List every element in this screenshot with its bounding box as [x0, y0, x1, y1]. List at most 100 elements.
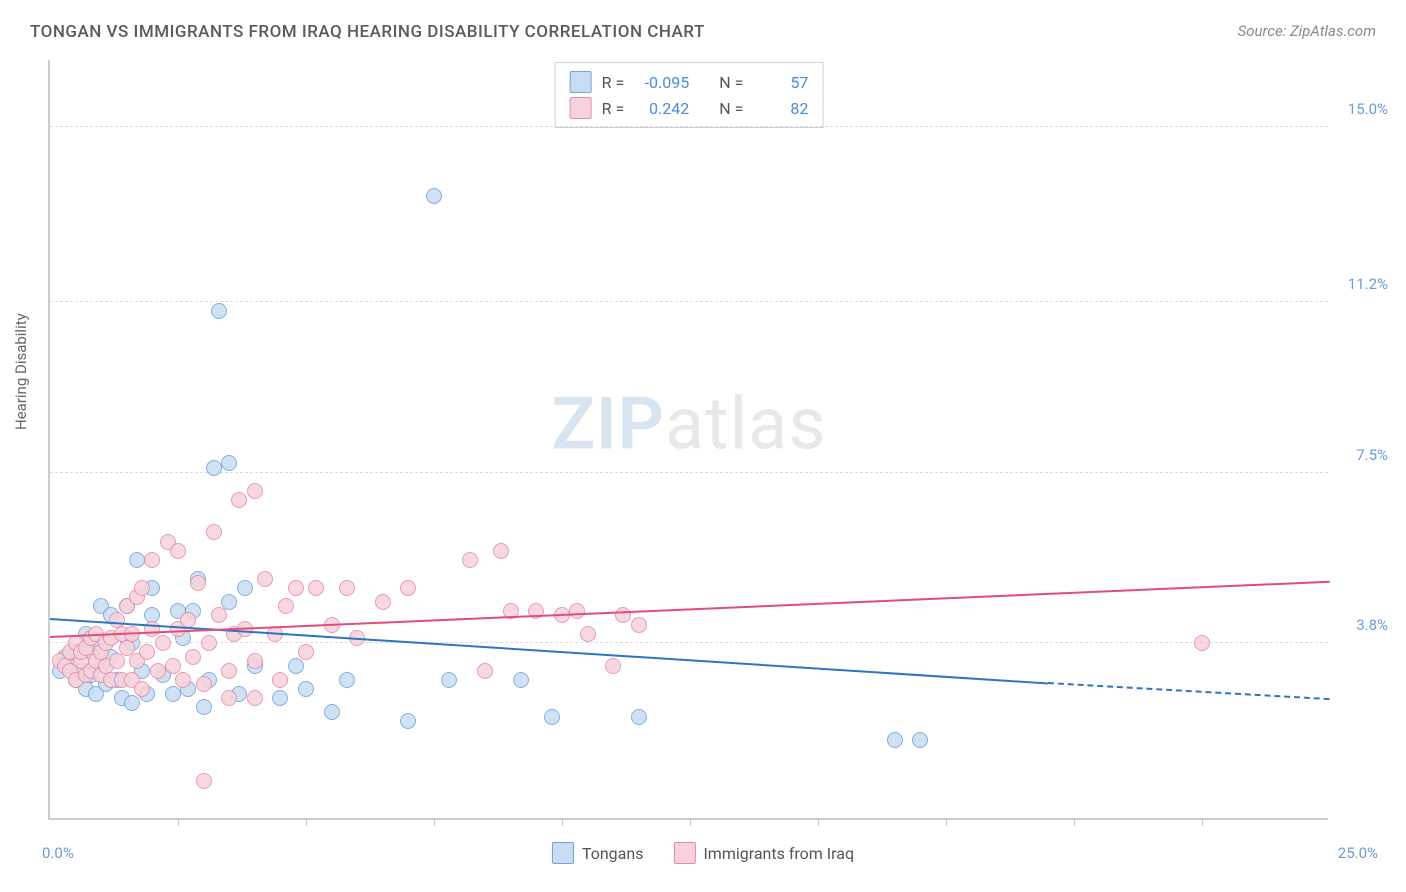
data-point — [196, 699, 212, 715]
x-tick — [306, 818, 307, 826]
data-point — [211, 303, 227, 319]
data-point — [912, 732, 928, 748]
data-point — [221, 594, 237, 610]
data-point — [247, 653, 263, 669]
r-value-series-1: -0.095 — [634, 73, 689, 92]
data-point — [441, 672, 457, 688]
grid-line — [50, 126, 1328, 127]
r-label: R = — [602, 73, 625, 92]
data-point — [544, 709, 560, 725]
data-point — [139, 644, 155, 660]
data-point — [231, 492, 247, 508]
y-axis-title: Hearing Disability — [12, 313, 30, 430]
source-attribution: Source: ZipAtlas.com — [1238, 22, 1376, 40]
series-legend: Tongans Immigrants from Iraq — [552, 842, 854, 864]
data-point — [288, 658, 304, 674]
chart-title: TONGAN VS IMMIGRANTS FROM IRAQ HEARING D… — [30, 22, 705, 42]
x-tick — [818, 818, 819, 826]
r-label: R = — [602, 99, 625, 118]
x-tick — [690, 818, 691, 826]
data-point — [339, 580, 355, 596]
data-point — [221, 455, 237, 471]
data-point — [605, 658, 621, 674]
data-point — [272, 690, 288, 706]
data-point — [124, 695, 140, 711]
data-point — [196, 676, 212, 692]
data-point — [109, 653, 125, 669]
grid-line — [50, 642, 1328, 643]
data-point — [190, 575, 206, 591]
grid-line — [50, 301, 1328, 302]
data-point — [221, 690, 237, 706]
data-point — [477, 663, 493, 679]
data-point — [247, 483, 263, 499]
legend-item-series-2: Immigrants from Iraq — [673, 842, 854, 864]
grid-line — [50, 472, 1328, 473]
data-point — [400, 580, 416, 596]
data-point — [493, 543, 509, 559]
y-tick-label: 7.5% — [1333, 446, 1388, 464]
data-point — [278, 598, 294, 614]
data-point — [324, 704, 340, 720]
watermark-zip: ZIP — [551, 381, 664, 466]
x-axis-max-label: 25.0% — [1338, 844, 1378, 862]
correlation-legend: R = -0.095 N = 57 R = 0.242 N = 82 — [555, 62, 824, 128]
series-2-name: Immigrants from Iraq — [703, 844, 854, 863]
data-point — [272, 672, 288, 688]
data-point — [462, 552, 478, 568]
x-tick — [946, 818, 947, 826]
n-label: N = — [719, 99, 743, 118]
data-point — [1194, 635, 1210, 651]
swatch-series-1 — [552, 842, 574, 864]
data-point — [339, 672, 355, 688]
legend-row-series-2: R = 0.242 N = 82 — [570, 95, 809, 121]
x-tick — [434, 818, 435, 826]
data-point — [237, 580, 253, 596]
data-point — [129, 552, 145, 568]
data-point — [155, 635, 171, 651]
data-point — [247, 690, 263, 706]
y-tick-label: 3.8% — [1333, 616, 1388, 634]
data-point — [631, 617, 647, 633]
data-point — [175, 672, 191, 688]
data-point — [119, 640, 135, 656]
data-point — [180, 612, 196, 628]
y-tick-label: 11.2% — [1333, 275, 1388, 293]
data-point — [375, 594, 391, 610]
watermark-atlas: atlas — [665, 381, 827, 466]
data-point — [631, 709, 647, 725]
data-point — [185, 649, 201, 665]
y-tick-label: 15.0% — [1333, 100, 1388, 118]
data-point — [201, 635, 217, 651]
series-1-name: Tongans — [582, 844, 644, 863]
x-tick — [1202, 818, 1203, 826]
data-point — [206, 524, 222, 540]
x-tick — [178, 818, 179, 826]
x-tick — [1074, 818, 1075, 826]
data-point — [134, 681, 150, 697]
data-point — [580, 626, 596, 642]
data-point — [426, 188, 442, 204]
swatch-series-1 — [570, 71, 592, 93]
legend-row-series-1: R = -0.095 N = 57 — [570, 69, 809, 95]
plot-area: ZIPatlas R = -0.095 N = 57 R = 0.242 N =… — [48, 60, 1328, 820]
data-point — [298, 681, 314, 697]
data-point — [196, 773, 212, 789]
data-point — [308, 580, 324, 596]
r-value-series-2: 0.242 — [634, 99, 689, 118]
data-point — [221, 663, 237, 679]
data-point — [887, 732, 903, 748]
data-point — [144, 552, 160, 568]
data-point — [206, 460, 222, 476]
n-value-series-1: 57 — [753, 73, 808, 92]
swatch-series-2 — [673, 842, 695, 864]
swatch-series-2 — [570, 97, 592, 119]
data-point — [288, 580, 304, 596]
data-point — [513, 672, 529, 688]
watermark: ZIPatlas — [551, 381, 826, 466]
data-point — [170, 543, 186, 559]
data-point — [165, 686, 181, 702]
data-point — [211, 607, 227, 623]
data-point — [569, 603, 585, 619]
x-axis-origin-label: 0.0% — [42, 844, 74, 862]
